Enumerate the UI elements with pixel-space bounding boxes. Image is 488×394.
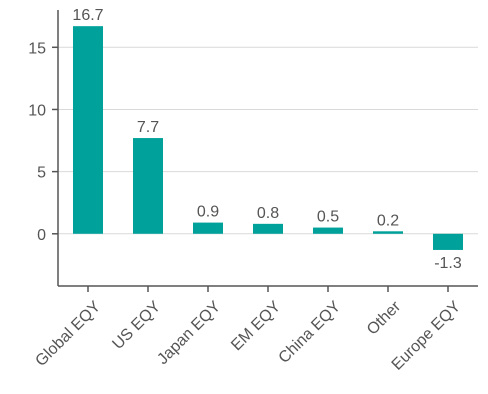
bars [73,26,463,250]
bar-other [373,231,403,234]
bar-us-eqy [133,138,163,234]
data-label: -1.3 [434,255,462,272]
data-label: 7.7 [137,119,159,136]
bar-china-eqy [313,227,343,234]
x-category-label: Global EQY [32,298,104,370]
x-category-label: EM EQY [228,298,284,354]
y-tick-label: 15 [28,40,46,57]
data-label: 16.7 [72,7,103,24]
bar-europe-eqy [433,233,463,250]
bar-global-eqy [73,26,103,234]
x-category-label: Japan EQY [154,298,224,368]
x-category-label: US EQY [109,298,164,353]
y-tick-label: 10 [28,102,46,119]
data-label: 0.2 [377,212,399,229]
bar-japan-eqy [193,222,223,234]
bar-em-eqy [253,223,283,234]
data-label: 0.8 [257,205,279,222]
y-tick-label: 0 [37,227,46,244]
x-category-label: China EQY [276,298,345,367]
y-tick-label: 5 [37,165,46,182]
data-label: 0.5 [317,209,339,226]
data-label: 0.9 [197,204,219,221]
x-category-label: Other [364,298,405,339]
axes [52,10,478,292]
